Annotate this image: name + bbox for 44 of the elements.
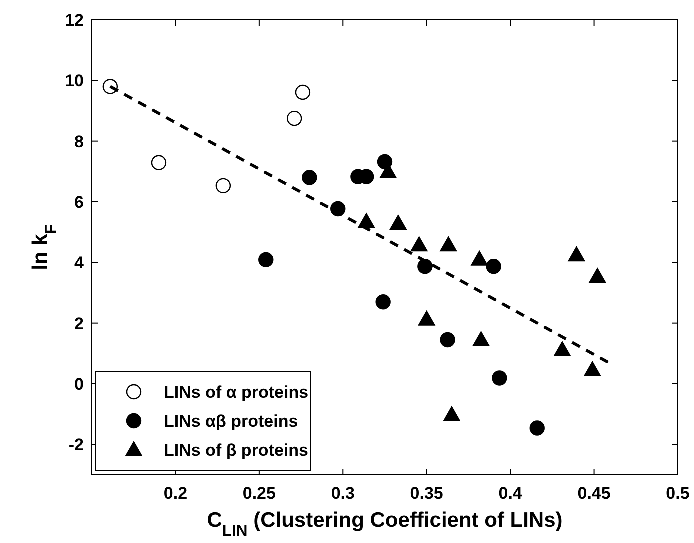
point [258,252,274,268]
y-tick-label: 6 [74,192,84,212]
point [568,246,586,262]
point [418,259,433,274]
point [302,170,318,186]
point [471,250,488,266]
point [418,310,436,326]
point [410,236,428,252]
x-tick-label: 0.4 [498,484,523,503]
point [286,110,302,126]
x-tick-label: 0.2 [164,484,188,503]
x-axis-title: C$_{LIN}$ (Clustering Coefficient of LINs) [207,509,563,540]
point [589,268,606,284]
y-tick-label: 4 [74,254,85,273]
y-tick-label: 2 [74,314,84,334]
point [377,154,393,170]
x-tick-label: 0.3 [331,484,355,503]
legend-label: LINs αβ proteins [164,412,298,431]
point [440,236,458,252]
point [472,332,490,347]
x-tick-label: 0.35 [410,484,444,503]
point [151,155,167,170]
point [530,420,545,436]
x-tick-label: 0.45 [578,484,611,503]
point [584,362,602,377]
point [492,370,508,386]
point [358,213,376,228]
point [390,215,407,230]
point [216,178,232,194]
legend-label: LINs of α proteins [164,382,309,402]
point [554,342,571,357]
point [376,294,391,310]
x-tick-label: 0.5 [666,484,690,503]
y-tick-label: 0 [74,374,84,394]
point [440,332,456,348]
y-tick-label: 12 [65,10,84,30]
point [443,406,460,422]
point [486,259,502,274]
y-tick-label: -2 [68,436,84,455]
legend-label: LINs of β proteins [164,440,308,460]
point [295,84,311,100]
y-tick-label: 10 [65,72,84,91]
x-tick-label: 0.25 [242,484,276,503]
y-tick-label: 8 [74,132,84,152]
